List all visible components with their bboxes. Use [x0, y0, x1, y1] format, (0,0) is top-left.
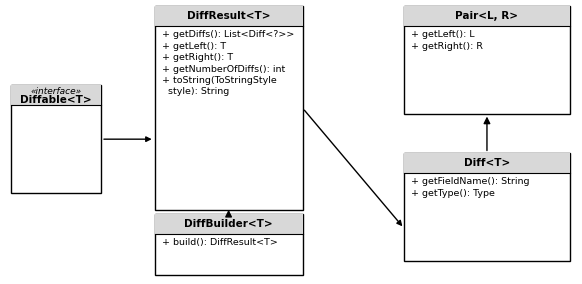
- Text: + build(): DiffResult<T>: + build(): DiffResult<T>: [162, 238, 278, 247]
- Text: + getRight(): T: + getRight(): T: [162, 53, 233, 62]
- Text: + getDiffs(): List<Diff<?>>: + getDiffs(): List<Diff<?>>: [162, 30, 294, 39]
- Text: + getType(): Type: + getType(): Type: [411, 189, 495, 198]
- Bar: [155, 6, 303, 210]
- Bar: [404, 153, 570, 173]
- Text: Diffable<T>: Diffable<T>: [20, 95, 92, 105]
- Text: + getLeft(): L: + getLeft(): L: [411, 30, 475, 39]
- Text: + getFieldName(): String: + getFieldName(): String: [411, 177, 530, 186]
- Text: + getLeft(): T: + getLeft(): T: [162, 42, 226, 51]
- Text: + getNumberOfDiffs(): int: + getNumberOfDiffs(): int: [162, 64, 285, 74]
- Bar: [11, 85, 101, 193]
- Bar: [155, 6, 303, 26]
- Bar: [404, 153, 570, 261]
- Bar: [11, 85, 101, 105]
- Text: + getRight(): R: + getRight(): R: [411, 42, 483, 51]
- Text: «interface»: «interface»: [31, 87, 81, 96]
- Bar: [155, 214, 303, 234]
- Bar: [404, 6, 570, 26]
- Text: Pair<L, R>: Pair<L, R>: [456, 11, 519, 21]
- Text: + toString(ToStringStyle: + toString(ToStringStyle: [162, 76, 276, 85]
- Text: style): String: style): String: [162, 87, 229, 97]
- Text: DiffBuilder<T>: DiffBuilder<T>: [184, 219, 273, 229]
- Bar: [155, 214, 303, 275]
- Bar: [404, 6, 570, 114]
- Text: Diff<T>: Diff<T>: [464, 158, 510, 168]
- Text: DiffResult<T>: DiffResult<T>: [187, 11, 270, 21]
